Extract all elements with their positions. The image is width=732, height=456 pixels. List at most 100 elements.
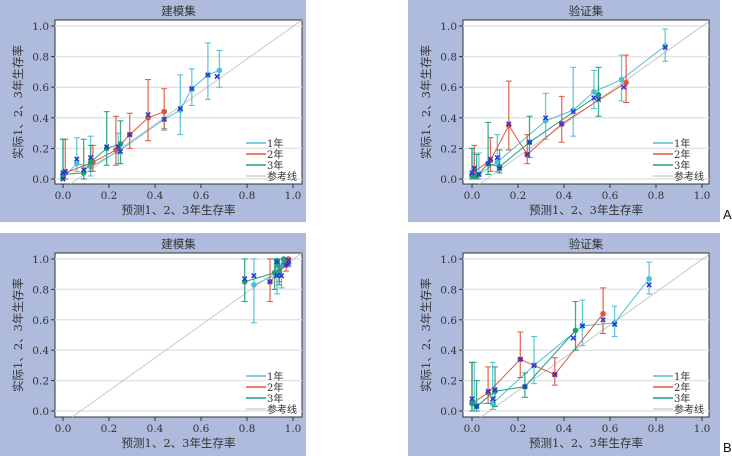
corrected-marker xyxy=(469,396,475,402)
y-tick-label: 0.6 xyxy=(32,82,49,94)
data-point xyxy=(646,275,652,282)
x-tick-label: 0.0 xyxy=(55,190,72,202)
corrected-marker xyxy=(621,84,627,90)
chart-a-validation: 0.0 0.2 0.4 0.6 0.8 1.0 0.0 0.2 0.4 0.6 0.8 1.0 1年2年… xyxy=(419,4,711,217)
legend-label: 3年 xyxy=(674,392,690,405)
y-tick-label: 0.0 xyxy=(440,174,457,186)
x-axis-label: 预测1、2、3年生存率 xyxy=(529,436,643,450)
y-axis-label: 实际1、2、3年生存率 xyxy=(419,278,433,392)
y-tick-label: 0.0 xyxy=(32,174,49,186)
corrected-marker xyxy=(87,154,94,161)
corrected-marker xyxy=(80,167,87,173)
chart-title: 验证集 xyxy=(569,4,604,18)
corrected-marker xyxy=(473,403,480,410)
legend-label: 2年 xyxy=(267,381,283,394)
x-tick-label: 1.0 xyxy=(694,423,711,435)
corrected-marker xyxy=(646,282,652,288)
corrected-marker xyxy=(591,95,597,101)
corrected-marker xyxy=(662,44,668,51)
y-tick-label: 1.0 xyxy=(440,254,457,266)
chart-title: 建模集 xyxy=(161,237,196,251)
x-tick-label: 0.6 xyxy=(602,423,619,435)
corrected-marker xyxy=(115,144,121,150)
y-tick-label: 0.8 xyxy=(440,52,457,64)
data-point xyxy=(611,320,618,326)
corrected-marker xyxy=(62,168,69,175)
corrected-marker xyxy=(595,96,602,103)
corrected-marker xyxy=(487,156,494,162)
data-point xyxy=(623,79,629,86)
y-tick-label: 0.4 xyxy=(32,345,49,357)
x-tick-label: 0.2 xyxy=(101,190,118,202)
legend-label: 1年 xyxy=(267,370,283,383)
corrected-marker xyxy=(552,371,558,378)
x-tick-label: 0.0 xyxy=(55,423,72,435)
corrected-marker xyxy=(522,383,528,390)
legend-label: 1年 xyxy=(674,137,690,150)
y-axis-label: 实际1、2、3年生存率 xyxy=(11,278,25,392)
legend-label: 1年 xyxy=(674,370,690,383)
legend-label: 2年 xyxy=(674,381,690,394)
corrected-marker xyxy=(161,116,167,123)
chart-title: 建模集 xyxy=(161,4,196,18)
corrected-marker xyxy=(267,279,273,285)
x-tick-label: 0.8 xyxy=(239,190,256,202)
data-point xyxy=(74,160,80,167)
y-tick-label: 0.6 xyxy=(32,315,49,327)
corrected-marker xyxy=(579,323,586,329)
y-tick-label: 1.0 xyxy=(32,21,49,33)
x-tick-label: 0.8 xyxy=(648,190,665,202)
y-tick-label: 0.6 xyxy=(440,82,457,94)
corrected-marker xyxy=(492,386,498,393)
corrected-marker xyxy=(241,276,248,282)
legend-label: 参考线 xyxy=(267,403,297,416)
data-point xyxy=(572,327,579,334)
corrected-marker xyxy=(558,121,565,127)
corrected-marker xyxy=(524,151,530,158)
legend-label: 3年 xyxy=(674,159,690,172)
data-point xyxy=(485,389,491,396)
data-point xyxy=(496,163,503,170)
data-point xyxy=(492,388,498,395)
corrected-marker xyxy=(278,272,285,279)
legend-label: 3年 xyxy=(267,159,283,172)
x-tick-label: 0.8 xyxy=(648,423,665,435)
y-axis-label: 实际1、2、3年生存率 xyxy=(11,45,25,159)
corrected-marker xyxy=(485,160,491,167)
panel-tag-b: B xyxy=(723,440,732,455)
data-point xyxy=(87,159,94,165)
data-point xyxy=(506,122,512,129)
data-point xyxy=(489,400,496,407)
corrected-marker xyxy=(476,171,482,178)
y-tick-label: 0.0 xyxy=(440,406,457,418)
corrected-marker xyxy=(517,356,524,363)
chart-b-validation: 0.0 0.2 0.4 0.6 0.8 1.0 0.0 0.2 0.4 0.6 0.8 1.0 1年2年… xyxy=(419,237,711,450)
corrected-marker xyxy=(117,148,124,155)
corrected-marker xyxy=(214,73,220,80)
corrected-marker xyxy=(274,272,280,279)
y-tick-label: 0.2 xyxy=(32,376,49,388)
legend-label: 参考线 xyxy=(267,170,297,183)
x-tick-label: 0.6 xyxy=(193,423,210,435)
x-tick-label: 0.2 xyxy=(101,423,118,435)
legend-label: 2年 xyxy=(674,148,690,161)
chart-title: 验证集 xyxy=(569,237,604,251)
corrected-marker xyxy=(471,165,478,172)
data-point xyxy=(251,282,257,288)
y-tick-label: 0.2 xyxy=(32,143,49,155)
corrected-marker xyxy=(611,321,618,328)
data-point xyxy=(177,107,184,113)
corrected-marker xyxy=(285,257,292,264)
data-point xyxy=(216,67,223,74)
x-tick-label: 1.0 xyxy=(694,190,711,202)
x-tick-label: 0.2 xyxy=(510,190,527,202)
data-point xyxy=(281,256,287,262)
legend-label: 3年 xyxy=(267,392,283,405)
y-tick-label: 0.0 xyxy=(32,406,49,418)
y-tick-label: 0.8 xyxy=(440,284,457,296)
corrected-marker xyxy=(489,396,496,402)
corrected-marker xyxy=(145,112,151,118)
y-axis-label: 实际1、2、3年生存率 xyxy=(419,45,433,159)
chart-b-training: 0.0 0.2 0.4 0.6 0.8 1.0 0.0 0.2 0.4 0.6 0.8 1.0 1年2年… xyxy=(11,237,303,450)
corrected-marker xyxy=(469,170,475,176)
